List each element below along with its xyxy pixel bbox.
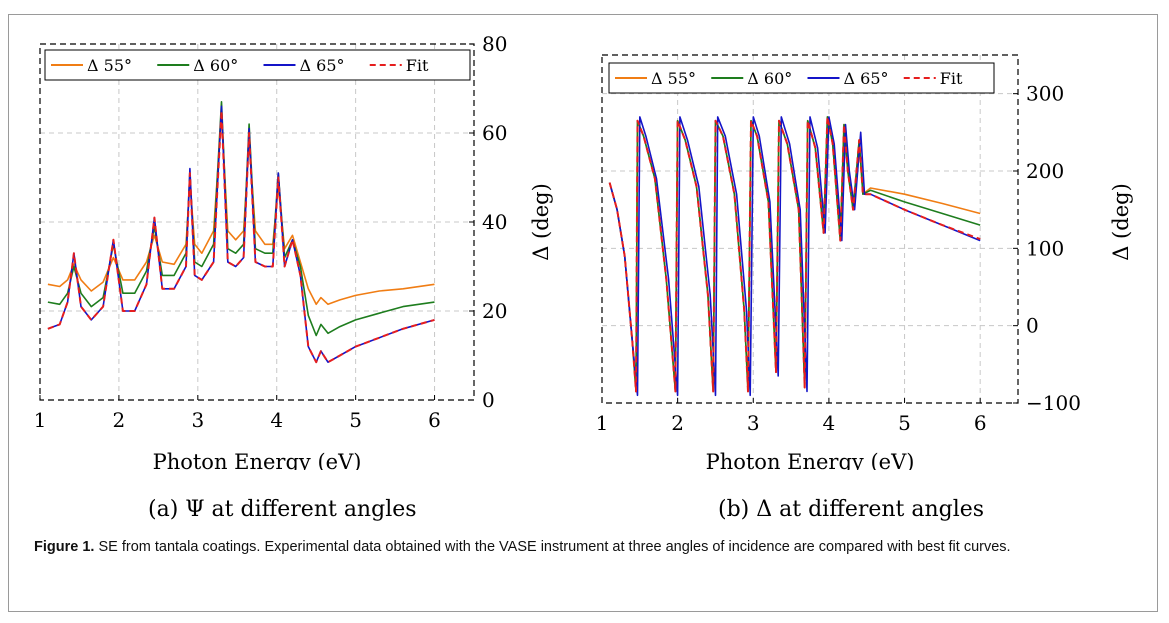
legend-label-1: Δ 55° [87, 56, 132, 75]
series-line-4 [608, 115, 981, 393]
legend-box [44, 49, 471, 81]
x-tick-label: 4 [823, 411, 836, 435]
series-line-3 [608, 116, 981, 397]
subcaption-a: (a) Ψ at different angles [148, 497, 417, 522]
x-tick-label: 2 [113, 408, 126, 432]
y-tick-label: 20 [482, 299, 507, 323]
y-tick-label: 300 [1026, 82, 1064, 106]
x-tick-label: 1 [596, 411, 609, 435]
figure-frame [8, 14, 1158, 612]
legend-label-2: Δ 60° [747, 69, 792, 88]
legend-label-4: Fit [406, 56, 429, 75]
y-tick-label: 80 [482, 32, 507, 56]
y-tick-label: 100 [1026, 236, 1064, 260]
legend-box [608, 62, 995, 94]
chart-b: 1 2 3 4 5 6 −100 0 100 200 300 Photon Energy (eV) Δ … [596, 54, 1133, 470]
legend-label-3: Δ 65° [844, 69, 889, 88]
figure-caption: Figure 1. SE from tantala coatings. Expe… [34, 537, 1114, 558]
y-tick-label: 0 [1026, 314, 1039, 338]
legend-label-2: Δ 60° [193, 56, 238, 75]
y-tick-label: 0 [482, 388, 495, 412]
x-axis-label: Photon Energy (eV) [153, 450, 362, 470]
x-tick-label: 6 [974, 411, 987, 435]
y-axis-label: Δ (deg) [1109, 183, 1133, 261]
legend-label-3: Δ 65° [300, 56, 345, 75]
plot-frame [601, 54, 1019, 404]
x-tick-label: 1 [34, 408, 47, 432]
figure-caption-label: Figure 1. [34, 539, 95, 555]
figure-caption-text: SE from tantala coatings. Experimental d… [94, 539, 1011, 555]
x-tick-label: 6 [428, 408, 441, 432]
series-line-4 [47, 109, 435, 364]
y-tick-label: −100 [1026, 391, 1081, 415]
y-tick-label: 40 [482, 210, 507, 234]
legend-label-4: Fit [940, 69, 963, 88]
x-tick-label: 2 [671, 411, 684, 435]
legend-label-1: Δ 55° [651, 69, 696, 88]
x-tick-label: 4 [270, 408, 283, 432]
x-tick-label: 5 [349, 408, 362, 432]
y-tick-label: 200 [1026, 159, 1064, 183]
subcaption-b: (b) Δ at different angles [718, 497, 985, 522]
x-axis-label: Photon Energy (eV) [706, 450, 915, 470]
y-tick-label: 60 [482, 121, 507, 145]
x-tick-label: 5 [898, 411, 911, 435]
y-axis-label: Δ (deg) [529, 183, 553, 261]
x-tick-label: 3 [191, 408, 204, 432]
x-tick-label: 3 [747, 411, 760, 435]
